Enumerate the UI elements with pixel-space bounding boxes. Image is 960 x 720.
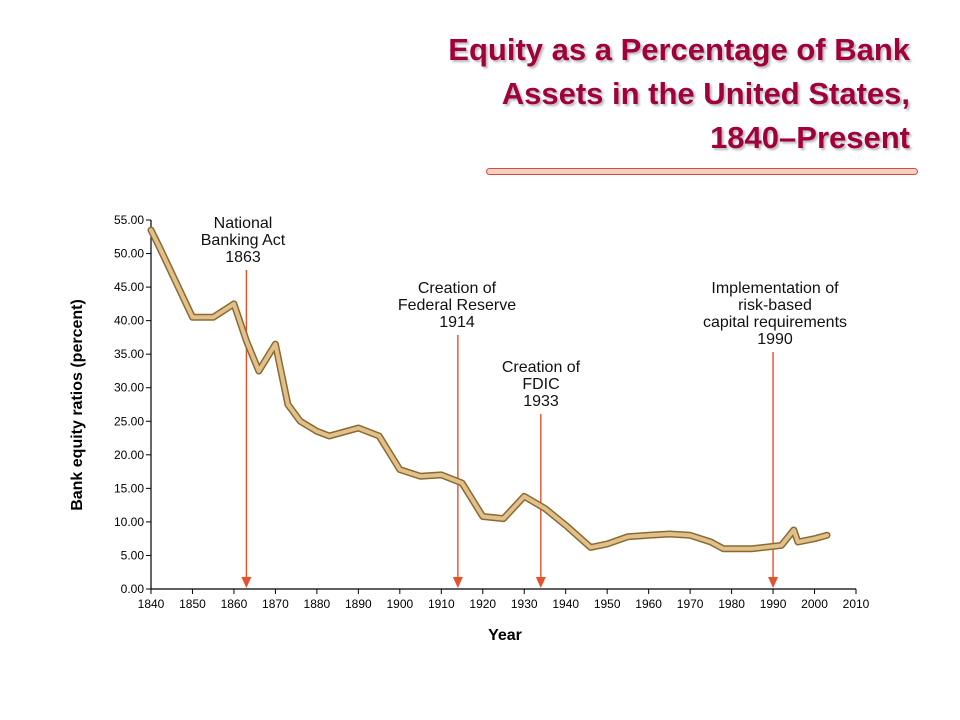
annotation-line: Creation of: [418, 280, 497, 297]
annotation-line: FDIC: [522, 376, 559, 393]
annotation-line: risk-based: [738, 297, 812, 314]
annotation-line: 1990: [757, 331, 793, 348]
annotation-line: 1914: [439, 314, 475, 331]
x-tick-label: 1960: [635, 597, 662, 611]
series: [147, 226, 831, 553]
y-tick-label: 40.00: [114, 314, 144, 328]
x-tick-label: 1860: [221, 597, 248, 611]
x-tick-label: 1840: [138, 597, 165, 611]
y-tick-label: 30.00: [114, 381, 144, 395]
title-underline: [486, 168, 918, 175]
y-axis-label: Bank equity ratios (percent): [69, 299, 86, 511]
x-tick-label: 2010: [843, 597, 870, 611]
y-tick-label: 35.00: [114, 347, 144, 361]
x-tick-label: 1850: [179, 597, 206, 611]
x-tick-label: 1980: [718, 597, 745, 611]
x-tick-label: 1990: [760, 597, 787, 611]
x-tick-label: 1890: [345, 597, 372, 611]
chart-title-line-1: Equity as a Percentage of Bank: [448, 32, 910, 67]
x-tick-label: 1930: [511, 597, 538, 611]
x-tick-label: 1950: [594, 597, 621, 611]
y-tick-label: 0.00: [121, 582, 145, 596]
annotation-line: 1933: [523, 393, 559, 410]
y-tick-label: 15.00: [114, 481, 144, 495]
x-tick-label: 1880: [304, 597, 331, 611]
y-tick-label: 10.00: [114, 515, 144, 529]
annotation-line: Federal Reserve: [398, 297, 516, 314]
series-line-outline: [147, 226, 831, 553]
annotation-arrowhead: [241, 577, 252, 588]
annotation-line: Creation of: [502, 359, 581, 376]
chart-title-line-3: 1840–Present: [710, 120, 910, 155]
annotation-line: Implementation of: [711, 280, 839, 297]
y-tick-label: 5.00: [121, 548, 145, 562]
axes: 1840 1850 1860 1870 1880 1890 1900 1910 1920 1930…: [114, 213, 870, 611]
annotation-arrowhead: [452, 577, 463, 588]
x-tick-label: 1910: [428, 597, 455, 611]
y-tick-label: 55.00: [114, 213, 144, 227]
annotation-arrowhead: [535, 577, 546, 588]
y-tick-label: 20.00: [114, 448, 144, 462]
y-tick-label: 25.00: [114, 414, 144, 428]
x-tick-label: 1920: [469, 597, 496, 611]
annotation-arrowhead: [768, 577, 779, 588]
annotation-line: capital requirements: [703, 314, 847, 331]
annotation-line: 1863: [225, 249, 261, 266]
series-line: [149, 228, 829, 551]
x-axis-label: Year: [488, 627, 522, 644]
chart-title-line-2: Assets in the United States,: [501, 76, 910, 111]
annotation-line: Banking Act: [201, 232, 286, 249]
x-tick-label: 1900: [386, 597, 413, 611]
x-tick-label: 1970: [677, 597, 704, 611]
chart-title: Equity as a Percentage of Bank Assets in…: [270, 28, 910, 160]
y-tick-label: 45.00: [114, 280, 144, 294]
annotation-line: National: [214, 215, 273, 232]
x-tick-label: 1940: [552, 597, 579, 611]
x-tick-label: 1870: [262, 597, 289, 611]
y-tick-label: 50.00: [114, 247, 144, 261]
x-tick-label: 2000: [801, 597, 828, 611]
